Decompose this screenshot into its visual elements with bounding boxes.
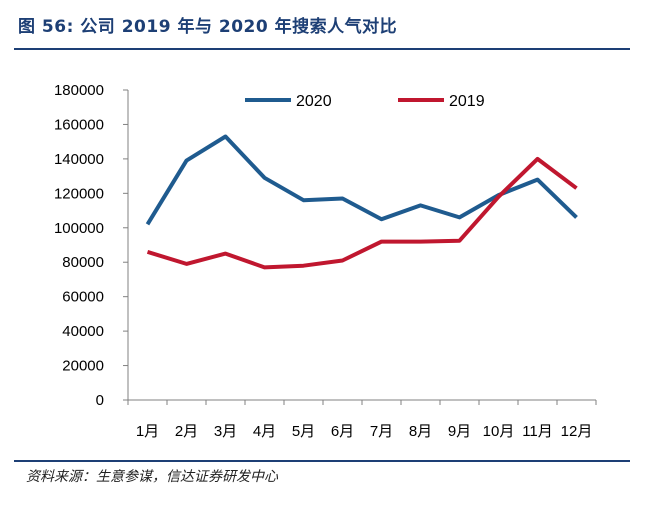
y-tick-label: 60000: [62, 289, 104, 306]
y-tick-label: 40000: [62, 323, 104, 340]
legend-label-2019: 2019: [449, 93, 485, 110]
y-tick-label: 180000: [54, 82, 104, 99]
legend: 2020 2019: [245, 93, 485, 110]
x-tick-label: 7月: [370, 423, 393, 440]
x-tick-label: 2月: [175, 423, 198, 440]
y-tick-label: 160000: [54, 116, 104, 133]
figure-title: 图 56: 公司 2019 年与 2020 年搜索人气对比: [18, 17, 398, 37]
series-line-2019: [146, 156, 578, 270]
line-chart: 0 20000 40000 60000 80000 100000 120000 140000 1…: [54, 82, 597, 440]
series-line-2020: [145, 134, 578, 226]
x-axis: 1月 2月 3月 4月 5月 6月 7月 8月 9月 10月 11月 12月: [127, 399, 597, 440]
legend-label-2020: 2020: [296, 93, 332, 110]
series-layer: [145, 134, 578, 270]
x-tick-label: 9月: [448, 423, 471, 440]
y-tick-label: 0: [96, 392, 104, 409]
x-tick-label: 4月: [253, 423, 276, 440]
x-tick-label: 1月: [136, 423, 159, 440]
x-tick-label: 10月: [483, 423, 515, 440]
x-tick-label: 12月: [561, 423, 593, 440]
y-tick-label: 140000: [54, 151, 104, 168]
source-rule: [14, 460, 630, 462]
y-tick-label: 100000: [54, 220, 104, 237]
y-tick-label: 120000: [54, 185, 104, 202]
y-axis: 0 20000 40000 60000 80000 100000 120000 140000 1…: [54, 82, 129, 409]
x-tick-label: 8月: [409, 423, 432, 440]
source-note: 资料来源：生意参谋，信达证券研发中心: [26, 469, 278, 485]
title-rule: [14, 48, 630, 50]
y-tick-label: 20000: [62, 358, 104, 375]
y-tick-label: 80000: [62, 254, 104, 271]
x-tick-label: 3月: [214, 423, 237, 440]
x-tick-label: 5月: [292, 423, 315, 440]
x-tick-label: 6月: [331, 423, 354, 440]
x-tick-label: 11月: [522, 423, 553, 440]
